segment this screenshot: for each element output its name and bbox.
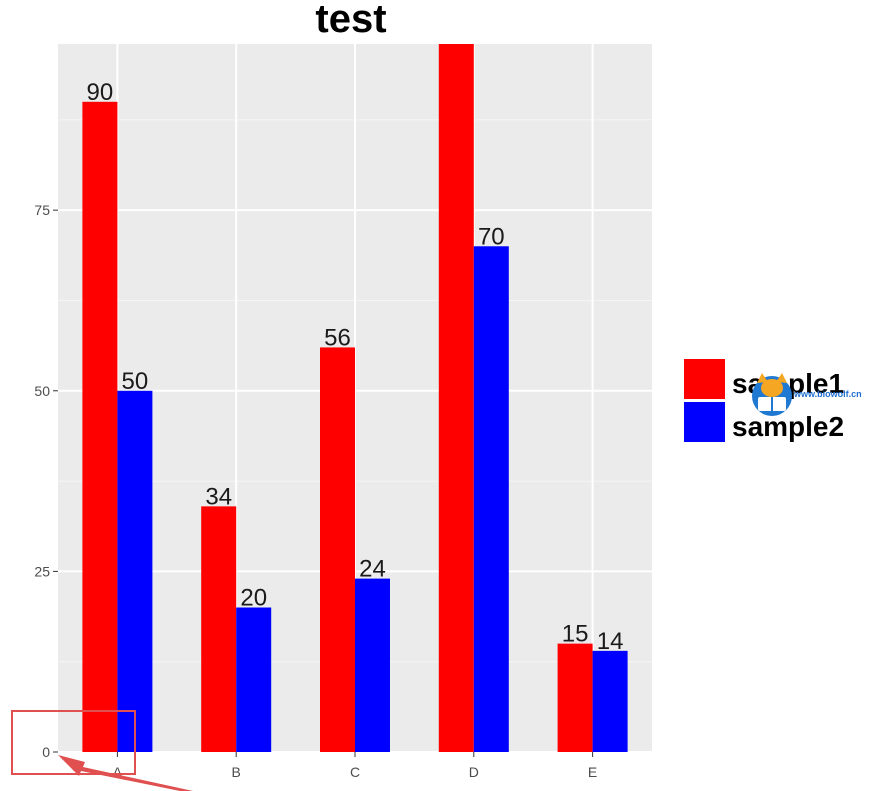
bar-sample2-E	[592, 650, 628, 752]
y-tick-label: 0	[42, 744, 50, 760]
annotation	[11, 710, 193, 791]
data-label-sample2-D: 70	[478, 223, 505, 250]
data-label-sample2-A: 50	[122, 368, 149, 395]
legend: sample1 sample2	[684, 359, 844, 442]
bar-sample2-B	[236, 607, 272, 752]
data-labels: 90 50 34 20 56 24 70 15 14	[87, 79, 624, 655]
bar-sample2-D	[473, 246, 509, 753]
data-label-sample1-B: 34	[205, 483, 232, 510]
y-tick-label: 25	[34, 563, 50, 579]
legend-label-sample2: sample2	[732, 411, 844, 442]
bar-sample1-D	[438, 44, 474, 752]
legend-key-sample1	[684, 359, 725, 399]
watermark-site: www.biowolf.cn	[793, 389, 862, 399]
y-tick-label: 75	[34, 202, 50, 218]
x-tick-label: D	[469, 764, 479, 780]
x-axis: A B C D E	[113, 752, 597, 780]
y-axis: 0 25 50 75	[34, 202, 58, 760]
legend-key-sample2	[684, 402, 725, 442]
watermark: www.biowolf.cn	[752, 373, 862, 416]
data-label-sample1-C: 56	[324, 324, 351, 351]
data-label-sample2-E: 14	[597, 628, 624, 655]
x-tick-label: C	[350, 764, 360, 780]
bar-sample1-C	[320, 347, 355, 752]
chart-title: test	[315, 0, 386, 41]
data-label-sample1-A: 90	[87, 79, 114, 106]
data-label-sample2-B: 20	[240, 585, 267, 612]
data-label-sample2-C: 24	[359, 556, 386, 583]
bar-sample2-C	[355, 578, 390, 752]
bar-sample1-A	[82, 101, 118, 753]
bar-sample1-E	[557, 643, 593, 752]
bar-sample2-A	[117, 390, 153, 752]
bars	[82, 44, 628, 753]
highlight-box	[11, 710, 136, 775]
bar-sample1-B	[201, 506, 237, 752]
x-tick-label: A	[113, 764, 123, 780]
y-tick-label: 50	[34, 383, 50, 399]
arrow-icon	[58, 755, 193, 791]
x-tick-label: E	[588, 764, 597, 780]
x-tick-label: B	[232, 764, 241, 780]
wolf-book-logo-icon	[752, 373, 792, 416]
data-label-sample1-E: 15	[562, 621, 589, 648]
